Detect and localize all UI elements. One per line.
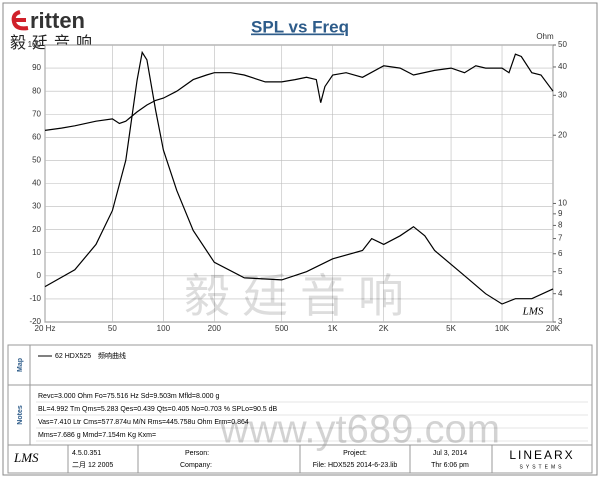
y2-tick-label: 7	[558, 234, 563, 243]
plot: 20 Hz 50 100 200 500 1K 2K 5K 10K 20K -20 -10 0 10 20 3…	[28, 40, 568, 333]
y2-tick-label: 5	[558, 267, 563, 276]
y-tick-label: 0	[37, 271, 42, 280]
curve	[44, 50, 554, 305]
brand: LINEARX	[509, 448, 574, 462]
file: File: HDX525 2014-6-23.lib	[313, 462, 398, 469]
x-tick-label: 50	[108, 324, 117, 333]
watermark-cn: 毅廷音响	[184, 270, 416, 322]
y-tick-label: 20	[32, 225, 41, 234]
y2-tick-label: 40	[558, 62, 567, 71]
y2-tick-label: 6	[558, 249, 563, 258]
x-tick-label: 10K	[495, 324, 510, 333]
y2-tick-label: 3	[558, 317, 563, 326]
y-tick-label: 70	[32, 109, 41, 118]
x-tick-label: 1K	[328, 324, 338, 333]
y-tick-label: -10	[29, 294, 41, 303]
x-tick-label: 5K	[446, 324, 456, 333]
version: 4.5.0.351	[72, 450, 101, 457]
chart-title: SPL vs Freq	[251, 17, 349, 36]
company: Company:	[180, 462, 212, 469]
y-tick-label: 60	[32, 132, 41, 141]
date: Jul 3, 2014	[433, 450, 467, 457]
y2-tick-label: 30	[558, 90, 567, 99]
build-date: 二月 12 2005	[72, 461, 113, 469]
y2-tick-label: 20	[558, 130, 567, 139]
x-tick-label: 20K	[546, 324, 561, 333]
legend-entry: 62 HDX525	[55, 353, 91, 360]
corner-mark: LMS	[522, 306, 544, 318]
person: Person:	[185, 450, 209, 457]
y-tick-label: 50	[32, 156, 41, 165]
x-tick-label: 2K	[379, 324, 389, 333]
y-tick-label: -20	[29, 317, 41, 326]
legend-note: 频响曲线	[98, 351, 126, 360]
y2-tick-label: 8	[558, 221, 563, 230]
logo-swoosh	[11, 10, 29, 31]
y-tick-label: 100	[28, 40, 42, 49]
y-tick-label: 80	[32, 86, 41, 95]
y2-tick-label: 50	[558, 40, 567, 49]
footer-logo: LMS	[13, 450, 39, 465]
note-line: Mms=7.686 g Mmd=7.154m Kg Kxm=	[38, 432, 156, 439]
notes-label: Notes	[17, 405, 24, 425]
brand-sub: SYSTEMS	[520, 464, 565, 470]
y2-axis-title: Ohm	[536, 32, 554, 41]
y2-tick-label: 4	[558, 289, 563, 298]
x-tick-label: 500	[275, 324, 289, 333]
note-line: BL=4.992 Tm Qms=5.283 Qes=0.439 Qts=0.40…	[38, 406, 278, 413]
watermark-url: www.yt689.com	[219, 408, 500, 452]
logo: ritten	[30, 8, 85, 33]
note-line: Vas=7.410 Ltr Cms=577.874u M/N Rms=445.7…	[38, 419, 249, 426]
y-tick-label: 40	[32, 179, 41, 188]
x-tick-label: 20 Hz	[35, 324, 56, 333]
y-tick-label: 30	[32, 202, 41, 211]
curve	[44, 53, 554, 131]
y-tick-label: 90	[32, 63, 41, 72]
time: Thr 6:06 pm	[431, 462, 469, 469]
notes: Revc=3.000 Ohm Fo=75.516 Hz Sd=9.503m Mf…	[36, 393, 588, 442]
project: Project:	[343, 450, 367, 457]
y-tick-label: 10	[32, 248, 41, 257]
map-label: Map	[17, 358, 24, 372]
note-line: Revc=3.000 Ohm Fo=75.516 Hz Sd=9.503m Mf…	[38, 393, 219, 400]
y2-tick-label: 9	[558, 209, 563, 218]
x-tick-label: 200	[208, 324, 222, 333]
y2-tick-label: 10	[558, 199, 567, 208]
x-tick-label: 100	[157, 324, 171, 333]
